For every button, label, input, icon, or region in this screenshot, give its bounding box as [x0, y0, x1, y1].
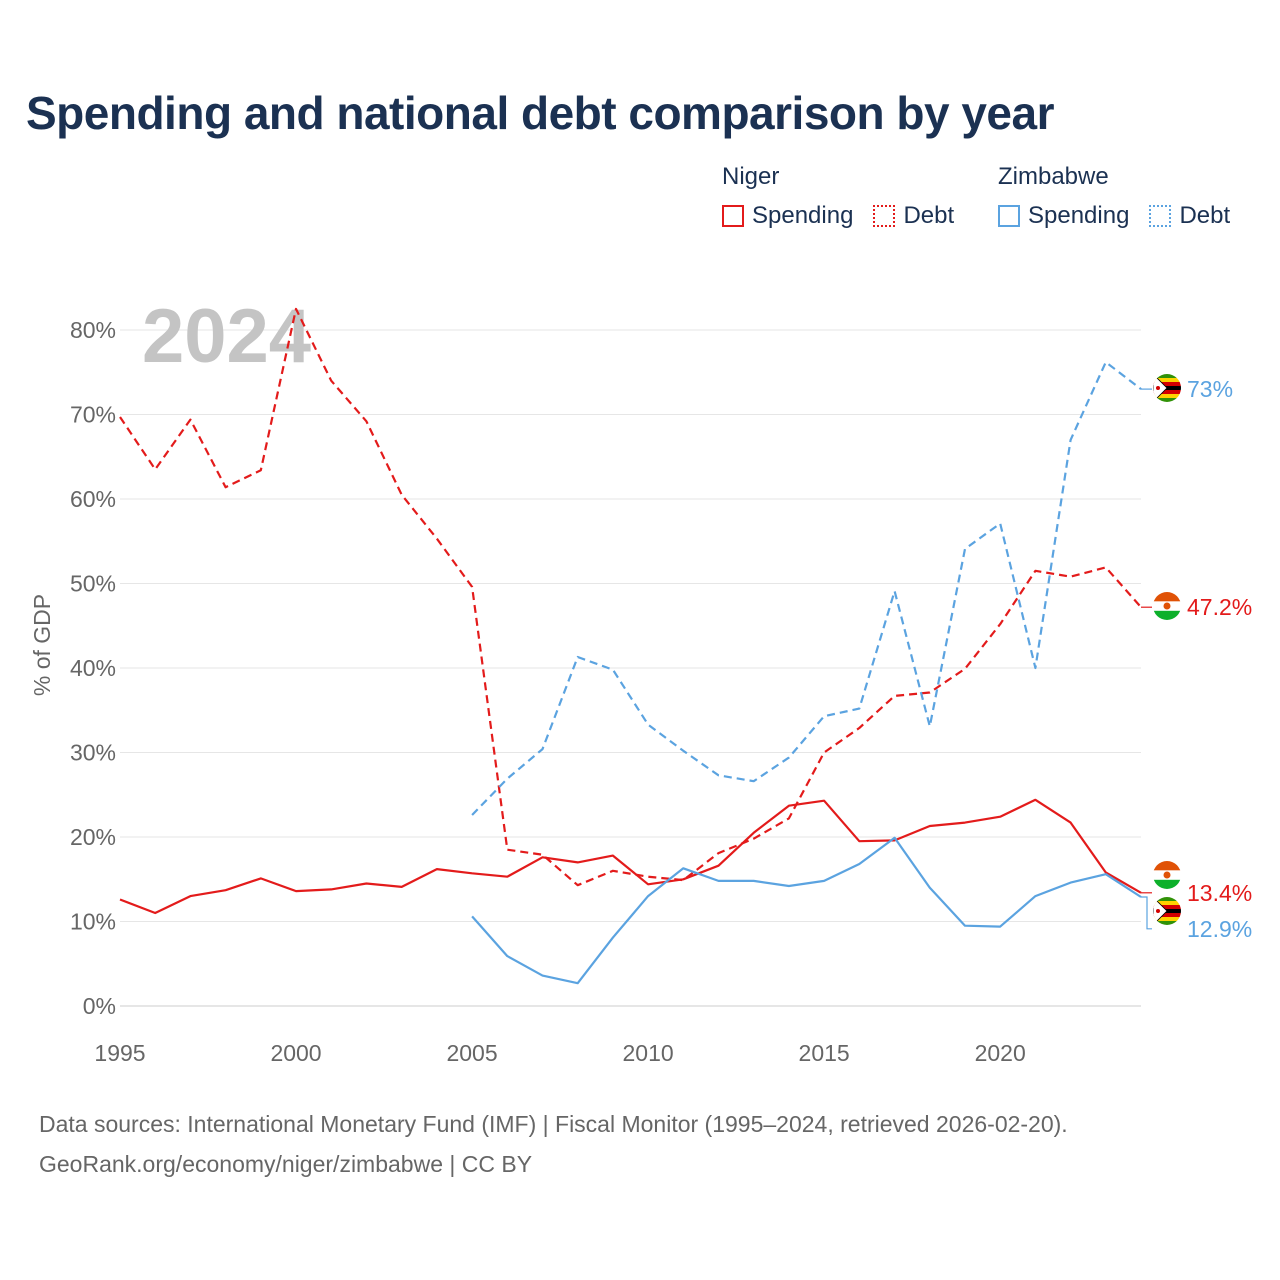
y-tick-label: 40%	[70, 655, 116, 681]
legend-niger: Niger Spending Debt	[722, 160, 974, 230]
legend-label: Spending	[1028, 202, 1130, 229]
end-value-label: 13.4%	[1187, 880, 1252, 906]
series-line-niger-spending	[119, 798, 1142, 915]
end-label-connector	[1141, 896, 1152, 930]
y-tick-label: 30%	[70, 740, 116, 766]
x-tick-label: 2015	[799, 1040, 850, 1066]
legend-label: Spending	[752, 202, 854, 229]
x-tick-label: 2010	[623, 1040, 674, 1066]
end-value-label: 73%	[1187, 376, 1233, 402]
y-tick-label: 0%	[83, 993, 116, 1019]
niger-flag-icon	[1153, 592, 1181, 620]
niger-flag-icon	[1153, 861, 1181, 889]
year-watermark: 2024	[142, 294, 311, 379]
x-tick-label: 2000	[270, 1040, 321, 1066]
y-tick-label: 50%	[70, 571, 116, 597]
legend-swatch-dotted-icon	[873, 205, 896, 227]
x-tick-label: 2020	[975, 1040, 1026, 1066]
series-line-niger-debt	[119, 307, 1142, 887]
y-tick-label: 10%	[70, 909, 116, 935]
y-tick-label: 60%	[70, 486, 116, 512]
legend-niger-spending[interactable]: Spending	[722, 202, 853, 230]
y-tick-label: 70%	[70, 402, 116, 428]
series-line-zimbabwe-debt	[471, 361, 1142, 816]
legend-country-niger: Niger	[722, 163, 780, 190]
zimbabwe-flag-icon	[1153, 374, 1181, 402]
legend-zimbabwe-spending[interactable]: Spending	[998, 202, 1129, 230]
legend-label: Debt	[1179, 202, 1231, 229]
legend-zimbabwe: Zimbabwe Spending Debt	[998, 160, 1250, 230]
x-tick-label: 2005	[446, 1040, 497, 1066]
y-axis-label: % of GDP	[29, 594, 55, 696]
chart-title: Spending and national debt comparison by…	[26, 87, 1055, 139]
legend-swatch-solid-icon	[998, 205, 1020, 227]
source-line-1: Data sources: International Monetary Fun…	[39, 1111, 1068, 1137]
source-note: Data sources: International Monetary Fun…	[39, 1104, 1068, 1184]
y-tick-label: 80%	[70, 317, 116, 343]
end-value-label: 12.9%	[1187, 916, 1252, 942]
legend-country-zimbabwe: Zimbabwe	[998, 163, 1109, 190]
end-value-label: 47.2%	[1187, 594, 1252, 620]
legend-niger-debt[interactable]: Debt	[873, 202, 954, 230]
source-line-2: GeoRank.org/economy/niger/zimbabwe | CC …	[39, 1151, 533, 1177]
zimbabwe-flag-icon	[1153, 897, 1181, 925]
legend-swatch-dotted-icon	[1149, 205, 1172, 227]
y-tick-label: 20%	[70, 824, 116, 850]
legend-zimbabwe-debt[interactable]: Debt	[1149, 202, 1230, 230]
legend-swatch-solid-icon	[722, 205, 744, 227]
legend-label: Debt	[903, 202, 955, 229]
x-tick-label: 1995	[94, 1040, 145, 1066]
series-line-zimbabwe-spending	[471, 836, 1142, 985]
